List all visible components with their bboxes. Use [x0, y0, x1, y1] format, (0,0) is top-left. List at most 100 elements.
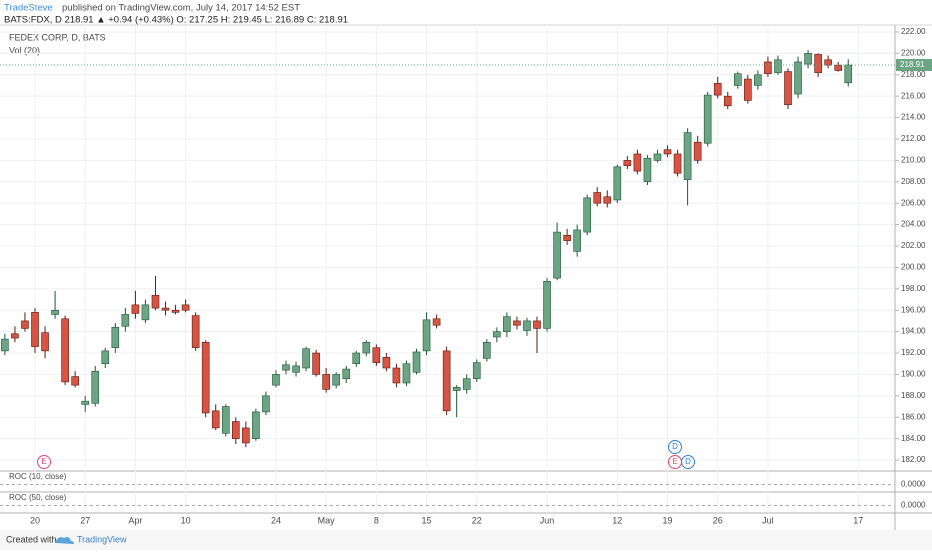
last-price-badge — [896, 59, 932, 72]
x-tick-label: 19 — [663, 515, 673, 525]
candle-body — [583, 197, 592, 233]
candle-body — [774, 59, 782, 73]
candle-body — [553, 231, 561, 279]
y-tick-label: 216.00 — [901, 91, 926, 100]
candle-body — [683, 132, 692, 180]
y-tick-label: 196.00 — [901, 305, 926, 314]
candle-body — [151, 294, 160, 309]
x-tick-label: 12 — [612, 515, 622, 525]
candle-body — [292, 365, 300, 373]
candle-body — [111, 327, 120, 348]
y-tick-label: 220.00 — [901, 48, 926, 57]
candle-body — [543, 281, 551, 329]
y-tick-label: 204.00 — [901, 220, 926, 229]
candle-body — [412, 351, 421, 373]
candle-body — [764, 61, 772, 74]
candle-body — [131, 304, 140, 314]
candle-body — [302, 348, 310, 369]
candle-body — [844, 64, 853, 84]
candle-body — [1, 338, 9, 352]
candle-body — [181, 304, 190, 311]
x-tick-label: Jul — [762, 515, 774, 525]
candle-body — [513, 320, 521, 326]
candle-body — [382, 357, 391, 369]
x-tick-label: 20 — [30, 515, 40, 525]
candle-body — [472, 362, 481, 380]
author[interactable]: TradeSteve — [4, 3, 53, 14]
candle-body — [623, 160, 632, 167]
y-tick-label: 222.00 — [901, 27, 926, 36]
candle-body — [121, 314, 130, 327]
candle-body — [713, 83, 722, 96]
x-tick-label: Jun — [540, 515, 555, 525]
event-label: D — [672, 442, 678, 451]
y-tick-label: 198.00 — [901, 284, 926, 293]
candle-body — [211, 410, 220, 429]
y-tick-label: 184.00 — [901, 434, 926, 443]
pane-tick-label: 0.0000 — [901, 480, 926, 489]
pane-tick-label: 0.0000 — [901, 501, 926, 510]
y-tick-label: 210.00 — [901, 155, 926, 164]
candle-body — [51, 309, 59, 315]
candle-body — [613, 166, 622, 201]
x-tick-label: May — [318, 515, 336, 525]
y-tick-label: 218.00 — [901, 70, 926, 79]
published: published on TradingView.com, July 14, 2… — [62, 3, 300, 14]
candle-body — [673, 153, 682, 174]
candle-body — [784, 71, 792, 106]
candle-body — [332, 374, 341, 386]
candle-body — [814, 54, 822, 73]
pane-title: ROC (10, close) — [9, 472, 67, 481]
candle-body — [21, 320, 29, 329]
x-tick-label: 24 — [271, 515, 281, 525]
candle-body — [723, 95, 732, 107]
candle-body — [432, 318, 441, 326]
y-tick-label: 190.00 — [901, 370, 926, 379]
candle-body — [533, 320, 541, 329]
candle-body — [71, 376, 79, 386]
candle-body — [452, 386, 461, 391]
candle-body — [593, 192, 602, 204]
footer-brand[interactable]: TradingView — [77, 534, 127, 544]
candle-body — [101, 350, 110, 365]
candle-body — [392, 367, 401, 384]
candle-body — [573, 229, 581, 252]
event-label: D — [685, 457, 691, 466]
x-tick-label: 22 — [472, 515, 482, 525]
event-marker — [37, 455, 51, 469]
event-label: E — [672, 457, 677, 466]
candle-body — [442, 350, 451, 412]
candle-body — [221, 406, 230, 434]
candle-body — [91, 370, 100, 404]
candle-body — [61, 318, 69, 383]
candle-body — [362, 342, 371, 354]
candle-body — [312, 352, 320, 375]
candle-body — [262, 395, 270, 413]
candle-body — [11, 333, 19, 339]
brand-logo — [55, 537, 74, 544]
candle-body — [693, 141, 702, 161]
candle-body — [272, 374, 280, 386]
x-tick-label: 26 — [713, 515, 723, 525]
candle-body — [653, 153, 662, 161]
candle-body — [462, 378, 471, 390]
candle-body — [41, 332, 49, 352]
y-tick-label: 188.00 — [901, 391, 926, 400]
candle-body — [633, 153, 642, 172]
candle-body — [744, 78, 752, 101]
candle-body — [402, 363, 411, 384]
candle-body — [372, 347, 381, 363]
candle-body — [141, 304, 150, 321]
candle-body — [171, 309, 180, 313]
y-tick-label: 192.00 — [901, 348, 926, 357]
candle-body — [482, 342, 491, 359]
candle-body — [493, 331, 501, 338]
candle-body — [733, 73, 742, 86]
candle-body — [824, 59, 832, 66]
y-tick-label: 206.00 — [901, 198, 926, 207]
candle-body — [252, 411, 260, 439]
candle-body — [322, 374, 330, 390]
candle-body — [31, 312, 39, 347]
